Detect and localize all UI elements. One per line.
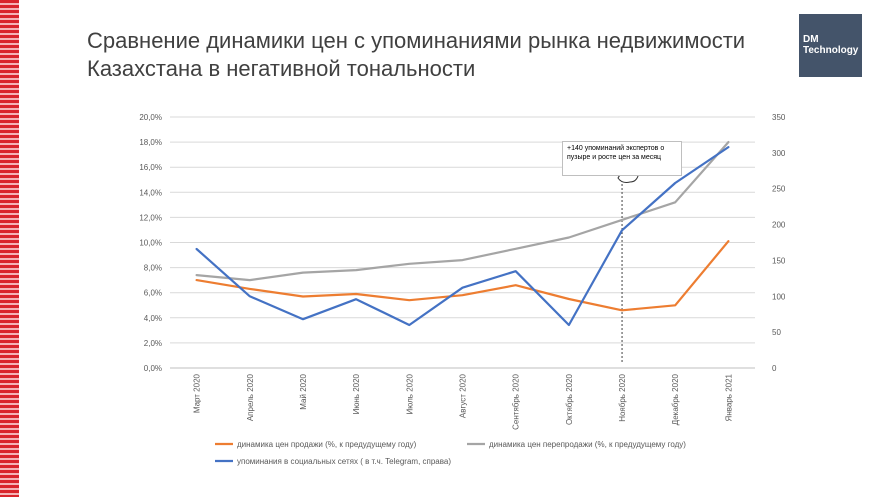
y-right-tick-label: 100 [772, 292, 786, 301]
y-right-tick-label: 250 [772, 185, 786, 194]
x-tick-label: Июль 2020 [405, 373, 414, 414]
y-left-tick-label: 0,0% [144, 364, 162, 373]
annotation-callout: +140 упоминаний экспертов о пузыре и рос… [562, 141, 682, 176]
y-left-tick-label: 10,0% [139, 239, 162, 248]
x-tick-label: Январь 2021 [724, 373, 733, 421]
y-right-tick-label: 300 [772, 149, 786, 158]
page-title: Сравнение динамики цен с упоминаниями ры… [87, 27, 777, 83]
legend-label: динамика цен перепродажи (%, к предудуще… [489, 440, 686, 449]
x-tick-label: Ноябрь 2020 [618, 373, 627, 421]
y-right-tick-label: 200 [772, 221, 786, 230]
y-left-tick-label: 12,0% [139, 213, 162, 222]
series-line [195, 240, 730, 312]
y-right-tick-label: 350 [772, 113, 786, 122]
y-left-tick-label: 20,0% [139, 113, 162, 122]
title-line-1: Сравнение динамики цен с упоминаниями ры… [87, 28, 746, 53]
x-tick-label: Сентябрь 2020 [512, 373, 521, 429]
y-left-tick-label: 16,0% [139, 163, 162, 172]
x-tick-label: Март 2020 [193, 373, 202, 413]
y-right-tick-label: 50 [772, 328, 781, 337]
x-tick-label: Июнь 2020 [352, 373, 361, 414]
x-tick-label: Апрель 2020 [246, 373, 255, 421]
y-left-tick-label: 18,0% [139, 138, 162, 147]
y-left-tick-label: 14,0% [139, 188, 162, 197]
red-side-stripe [0, 0, 19, 497]
y-left-tick-label: 8,0% [144, 264, 162, 273]
x-tick-label: Октябрь 2020 [565, 373, 574, 425]
logo-line-2: Technology [803, 45, 859, 56]
legend-label: упоминания в социальных сетях ( в т.ч. T… [237, 457, 451, 466]
x-tick-label: Декабрь 2020 [671, 373, 680, 425]
y-right-tick-label: 150 [772, 256, 786, 265]
legend-label: динамика цен продажи (%, к предудущему г… [237, 440, 417, 449]
dm-technology-logo: DM Technology [799, 14, 862, 77]
x-tick-label: Май 2020 [299, 373, 308, 409]
title-line-2: Казахстана в негативной тональности [87, 56, 476, 81]
y-left-tick-label: 6,0% [144, 289, 162, 298]
y-left-tick-label: 4,0% [144, 314, 162, 323]
y-left-tick-label: 2,0% [144, 339, 162, 348]
series-line [195, 146, 730, 327]
y-right-tick-label: 0 [772, 364, 777, 373]
x-tick-label: Август 2020 [459, 373, 468, 418]
logo-line-1: DM [803, 34, 819, 45]
annotation-text: +140 упоминаний экспертов о пузыре и рос… [567, 145, 665, 161]
